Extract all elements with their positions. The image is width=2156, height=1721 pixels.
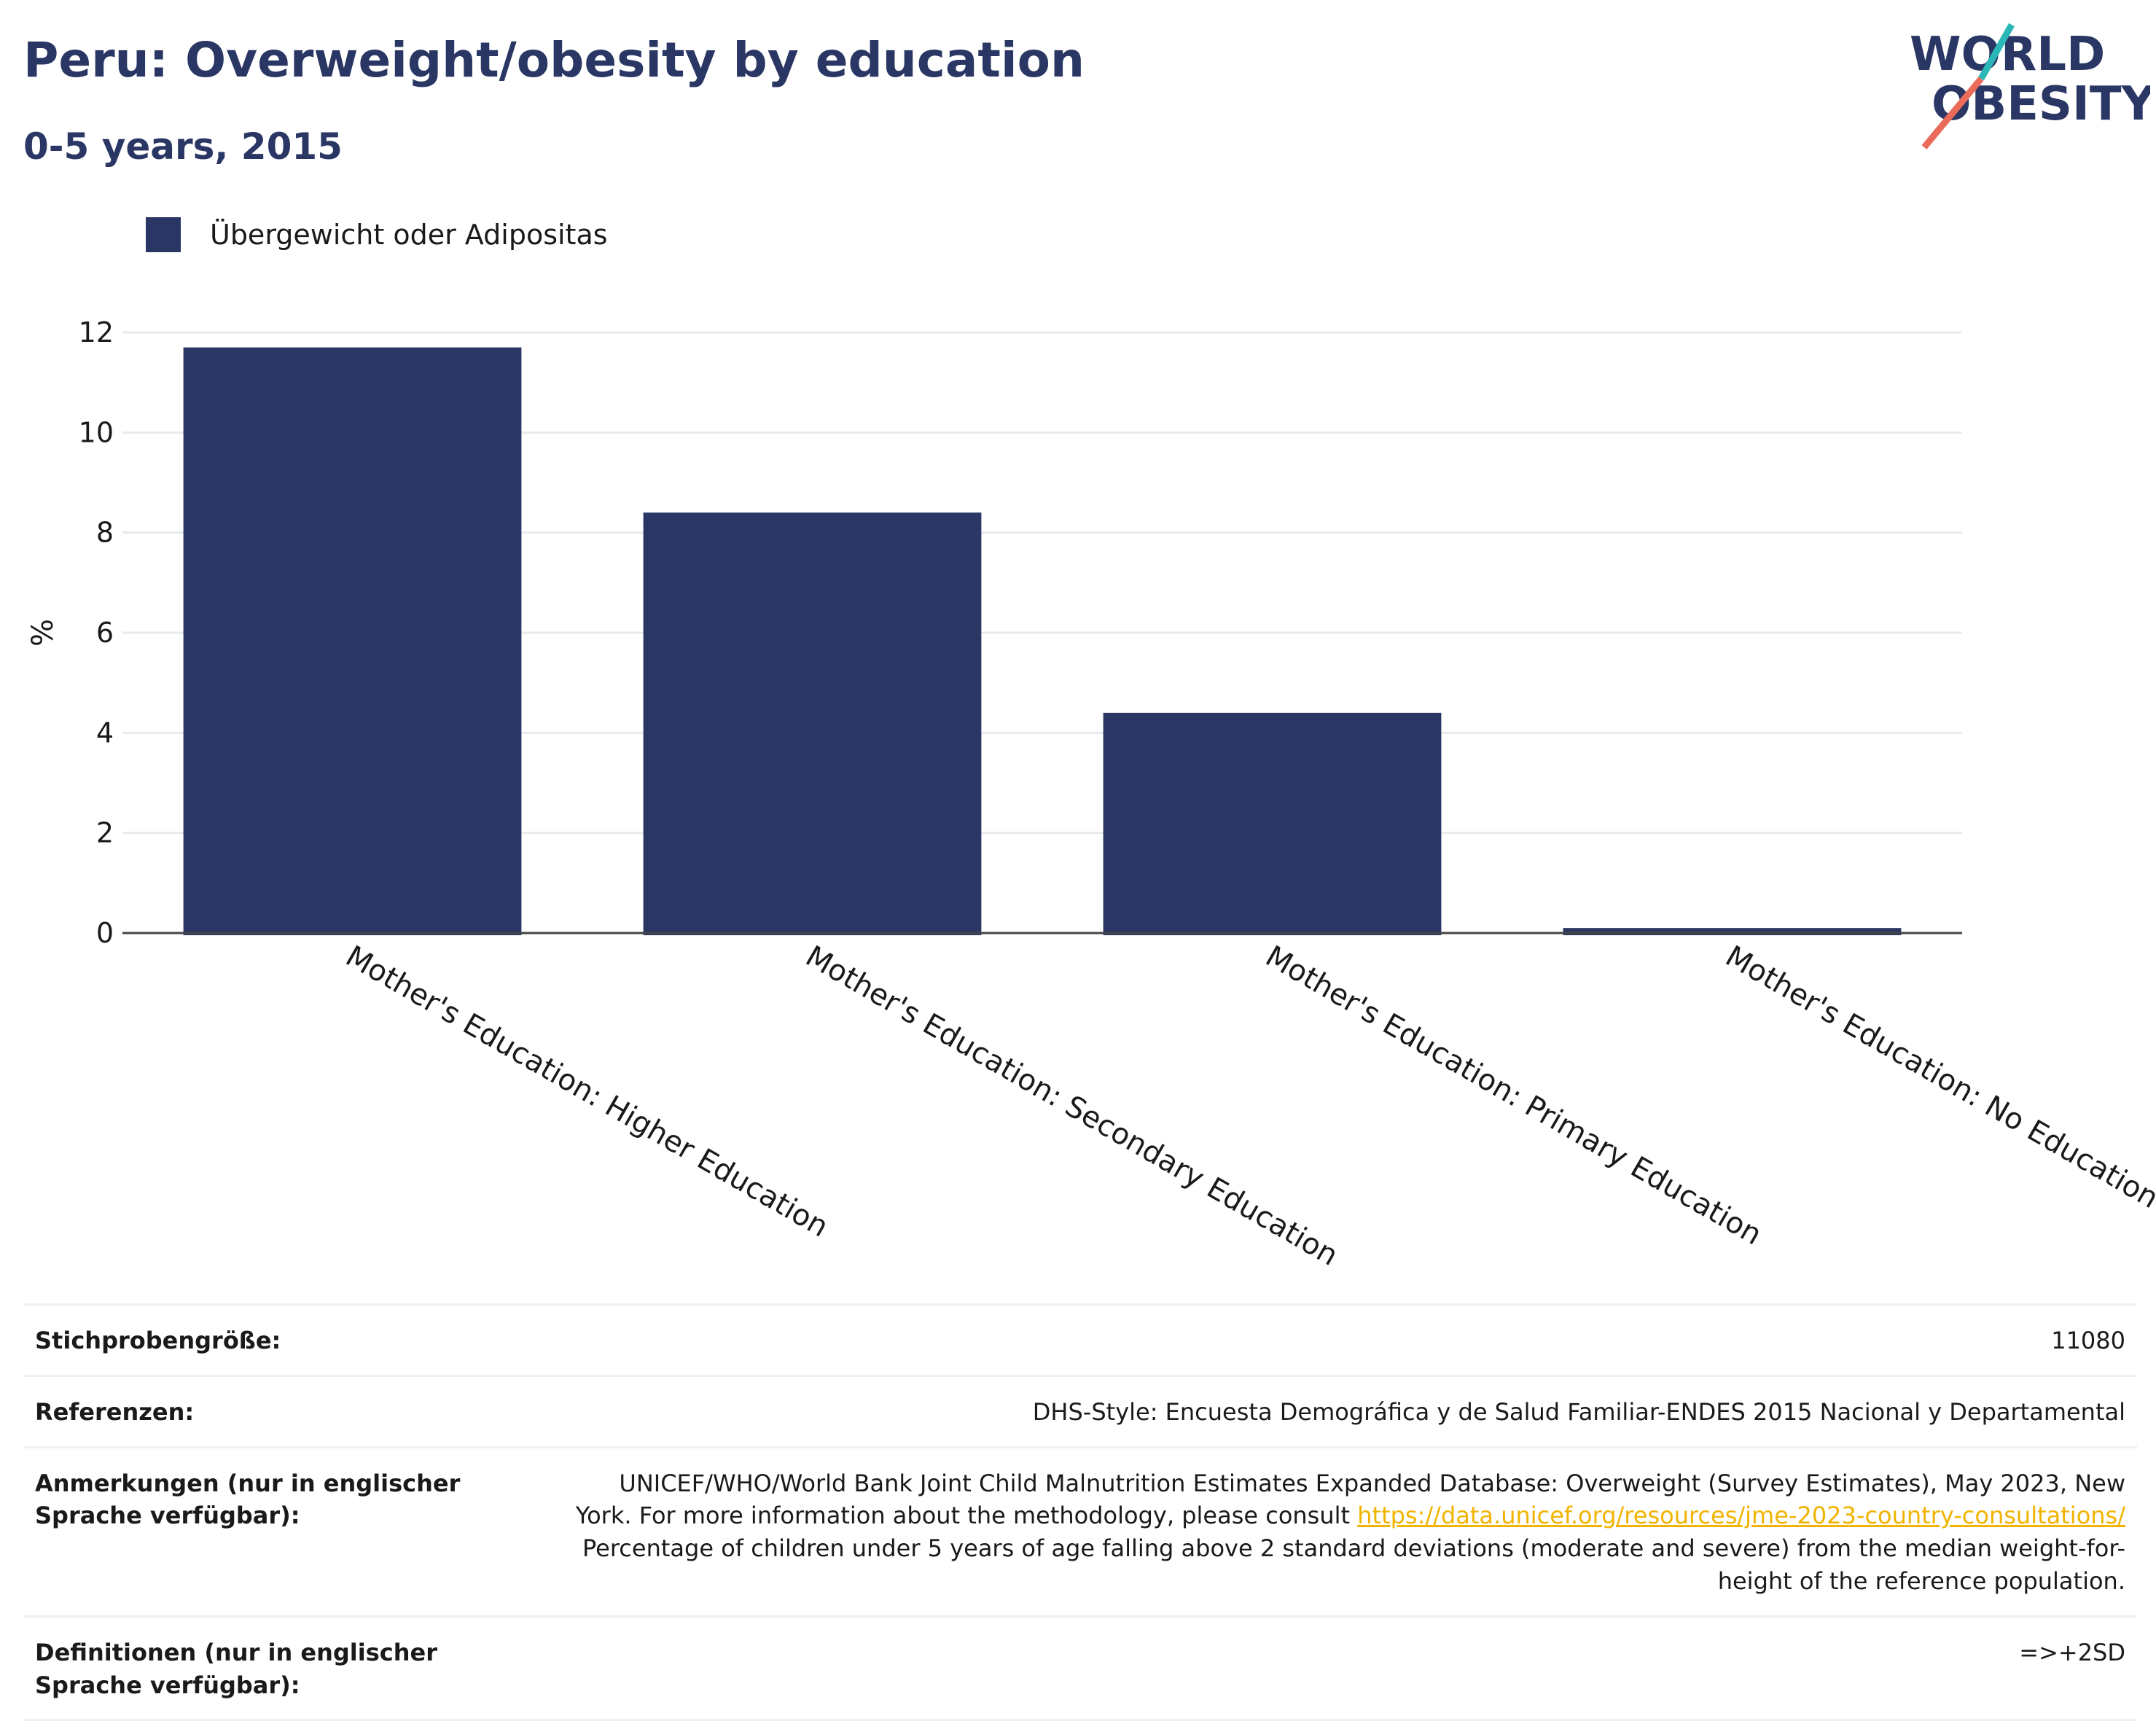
bar-layer bbox=[184, 348, 1902, 935]
bar[interactable] bbox=[644, 512, 982, 935]
info-row-notes: Anmerkungen (nur in englischer Sprache v… bbox=[23, 1446, 2137, 1615]
x-tick-label: Mother's Education: Primary Education bbox=[1260, 940, 1768, 1252]
info-row-references: Referenzen: DHS-Style: Encuesta Demográf… bbox=[23, 1375, 2137, 1446]
definitions-label: Definitionen (nur in englischer Sprache … bbox=[35, 1636, 545, 1702]
notes-value: UNICEF/WHO/World Bank Joint Child Malnut… bbox=[558, 1467, 2125, 1598]
y-tick-label: 8 bbox=[96, 517, 114, 549]
info-row-definitions: Definitionen (nur in englischer Sprache … bbox=[23, 1615, 2137, 1721]
x-tick-label: Mother's Education: Higher Education bbox=[340, 940, 835, 1244]
sample-size-label: Stichprobengröße: bbox=[35, 1324, 545, 1357]
notes-label: Anmerkungen (nur in englischer Sprache v… bbox=[35, 1467, 545, 1598]
y-tick-label: 2 bbox=[96, 817, 114, 849]
y-tick-label: 6 bbox=[96, 617, 114, 649]
y-tick-label: 4 bbox=[96, 717, 114, 749]
x-tick-label: Mother's Education: Secondary Education bbox=[800, 940, 1344, 1273]
y-tick-label: 12 bbox=[79, 316, 114, 348]
y-tick-label: 10 bbox=[79, 416, 114, 448]
definitions-value: =>+2SD bbox=[558, 1636, 2125, 1702]
methodology-link[interactable]: https://data.unicef.org/resources/jme-20… bbox=[1357, 1502, 2125, 1529]
notes-definition-text: Percentage of children under 5 years of … bbox=[582, 1534, 2125, 1595]
y-tick-label: 0 bbox=[96, 917, 114, 949]
bar[interactable] bbox=[1104, 713, 1442, 935]
sample-size-value: 11080 bbox=[558, 1324, 2125, 1357]
y-axis-label: % bbox=[26, 619, 60, 647]
info-table: Stichprobengröße: 11080 Referenzen: DHS-… bbox=[23, 1303, 2137, 1721]
info-row-sample-size: Stichprobengröße: 11080 bbox=[23, 1303, 2137, 1375]
bar[interactable] bbox=[184, 348, 522, 935]
bar-chart: 0 2 4 6 8 10 12% Mother's Education: Higher Edu… bbox=[0, 0, 2156, 1297]
references-value: DHS-Style: Encuesta Demográfica y de Sal… bbox=[558, 1396, 2125, 1429]
x-tick-label: Mother's Education: No Education bbox=[1720, 940, 2156, 1215]
references-label: Referenzen: bbox=[35, 1396, 545, 1429]
bar[interactable] bbox=[1563, 928, 1902, 935]
